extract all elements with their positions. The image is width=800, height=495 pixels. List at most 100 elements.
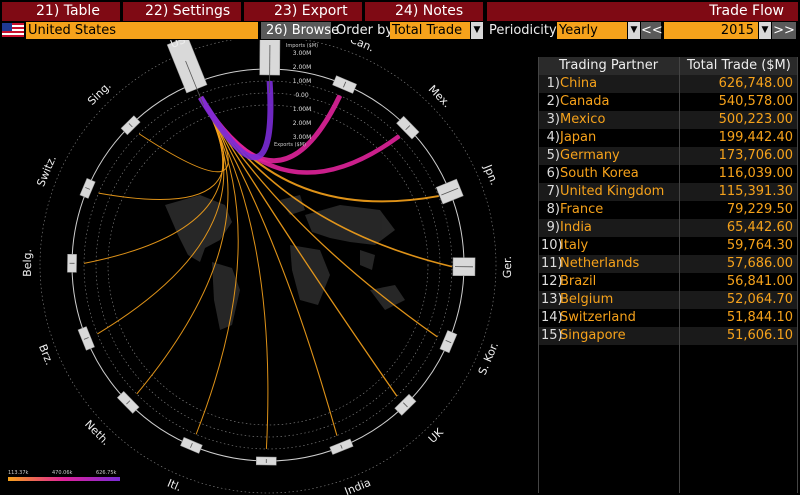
node-bar <box>402 402 408 408</box>
table-row[interactable]: 7) United Kingdom 115,391.30 <box>539 183 797 201</box>
node-japan[interactable] <box>435 178 464 205</box>
trade-flow-chord <box>136 97 229 395</box>
row-total-trade: 540,578.00 <box>718 94 793 109</box>
node-netherlands[interactable] <box>116 391 140 414</box>
row-rank: 9) <box>546 220 560 235</box>
order-by-dropdown-icon[interactable]: ▼ <box>471 22 483 39</box>
scale-tick-label: 3.00M <box>293 50 312 57</box>
exports-scale-title: Exports ($M) <box>274 142 306 148</box>
browse-button[interactable]: 26) Browse <box>261 22 339 39</box>
partner-label: Neth. <box>82 418 112 448</box>
row-partner-name[interactable]: Singapore <box>560 328 626 343</box>
node-canada[interactable] <box>332 75 357 94</box>
row-rank: 15) <box>541 328 563 343</box>
row-partner-name[interactable]: France <box>560 202 604 217</box>
row-partner-name[interactable]: Germany <box>560 148 620 163</box>
table-row[interactable]: 3) Mexico 500,223.00 <box>539 111 797 129</box>
row-partner-name[interactable]: Japan <box>560 130 597 145</box>
row-partner-name[interactable]: China <box>560 76 598 91</box>
node-mexico[interactable] <box>396 115 420 140</box>
table-row[interactable]: 15) Singapore 51,606.10 <box>539 327 797 345</box>
row-partner-name[interactable]: India <box>560 220 592 235</box>
trading-partner-table: Trading Partner Total Trade ($M) 1) China… <box>538 57 798 493</box>
row-partner-name[interactable]: Belgium <box>560 292 614 307</box>
table-row[interactable]: 2) Canada 540,578.00 <box>539 93 797 111</box>
order-by-label: Order by <box>336 23 394 38</box>
table-button[interactable]: 21) Table <box>2 2 120 21</box>
row-partner-name[interactable]: Italy <box>560 238 589 253</box>
scale-axis: Imports ($M) Exports ($M) 3.00M 2.00M 1.00… <box>274 43 318 148</box>
row-rank: 6) <box>546 166 560 181</box>
table-row[interactable]: 10) Italy 59,764.30 <box>539 237 797 255</box>
table-row[interactable]: 13) Belgium 52,064.70 <box>539 291 797 309</box>
app-title: Trade Flow <box>487 2 798 21</box>
node-india[interactable] <box>256 456 277 466</box>
row-total-trade: 116,039.00 <box>718 166 793 181</box>
row-total-trade: 56,841.00 <box>726 274 793 289</box>
partner-label: Mex. <box>426 83 454 111</box>
node-italy[interactable] <box>180 437 203 454</box>
node-bar <box>85 187 91 190</box>
settings-button[interactable]: 22) Settings <box>123 2 241 21</box>
node-bar <box>126 400 131 405</box>
node-belgium[interactable] <box>67 253 77 273</box>
partner-label: S. Kor. <box>476 340 501 377</box>
row-partner-name[interactable]: Mexico <box>560 112 606 127</box>
row-rank: 10) <box>541 238 563 253</box>
table-row[interactable]: 1) China 626,748.00 <box>539 75 797 93</box>
partner-label: Belg. <box>21 249 34 277</box>
node-brazil[interactable] <box>77 326 95 351</box>
periodicity-dropdown-icon[interactable]: ▼ <box>628 22 640 39</box>
node-china[interactable] <box>259 40 281 94</box>
trade-flow-chord <box>195 97 239 435</box>
node-switzerland[interactable] <box>79 178 96 199</box>
node-south-korea[interactable] <box>439 330 458 354</box>
row-partner-name[interactable]: Brazil <box>560 274 597 289</box>
legend-min-label: 113.37k <box>8 470 28 476</box>
row-rank: 5) <box>546 148 560 163</box>
next-period-button[interactable]: >> <box>772 22 796 39</box>
column-divider <box>679 57 680 493</box>
row-total-trade: 115,391.30 <box>718 184 793 199</box>
row-rank: 13) <box>541 292 563 307</box>
table-row[interactable]: 9) India 65,442.60 <box>539 219 797 237</box>
node-united-kingdom[interactable] <box>394 393 417 416</box>
country-field[interactable]: United States <box>26 22 258 39</box>
orbit-ring <box>95 92 441 438</box>
node-bar <box>185 60 204 106</box>
row-partner-name[interactable]: Switzerland <box>560 310 636 325</box>
node-bar <box>83 337 89 340</box>
row-partner-name[interactable]: South Korea <box>560 166 639 181</box>
col-header-total[interactable]: Total Trade ($M) <box>687 58 791 73</box>
row-partner-name[interactable]: United Kingdom <box>560 184 665 199</box>
node-germany[interactable] <box>452 257 476 277</box>
row-total-trade: 51,606.10 <box>726 328 793 343</box>
col-header-partner[interactable]: Trading Partner <box>559 58 659 73</box>
partner-label: US <box>168 40 187 51</box>
node-us[interactable] <box>166 40 214 110</box>
prev-period-button[interactable]: << <box>641 22 663 39</box>
node-france[interactable] <box>329 438 354 455</box>
row-rank: 8) <box>546 202 560 217</box>
order-by-select[interactable]: Total Trade <box>390 22 470 39</box>
legend-mid-label: 470.06k <box>52 470 72 476</box>
trade-flow-diagram: USChinaCan.Mex.Jpn.Ger.S. Kor.UKIndiaFr.… <box>8 40 514 495</box>
periodicity-select[interactable]: Yearly <box>557 22 627 39</box>
export-button[interactable]: 23) Export <box>244 2 362 21</box>
table-row[interactable]: 12) Brazil 56,841.00 <box>539 273 797 291</box>
table-row[interactable]: 5) Germany 173,706.00 <box>539 147 797 165</box>
table-row[interactable]: 4) Japan 199,442.40 <box>539 129 797 147</box>
row-rank: 14) <box>541 310 563 325</box>
row-partner-name[interactable]: Canada <box>560 94 610 109</box>
table-row[interactable]: 8) France 79,229.50 <box>539 201 797 219</box>
year-dropdown-icon[interactable]: ▼ <box>759 22 771 39</box>
table-row[interactable]: 14) Switzerland 51,844.10 <box>539 309 797 327</box>
table-row[interactable]: 11) Netherlands 57,686.00 <box>539 255 797 273</box>
year-field[interactable]: 2015 <box>664 22 758 39</box>
table-row[interactable]: 6) South Korea 116,039.00 <box>539 165 797 183</box>
node-singapore[interactable] <box>120 115 141 136</box>
row-total-trade: 57,686.00 <box>726 256 793 271</box>
partner-label: Sing. <box>85 79 114 108</box>
row-partner-name[interactable]: Netherlands <box>560 256 640 271</box>
notes-button[interactable]: 24) Notes <box>365 2 483 21</box>
